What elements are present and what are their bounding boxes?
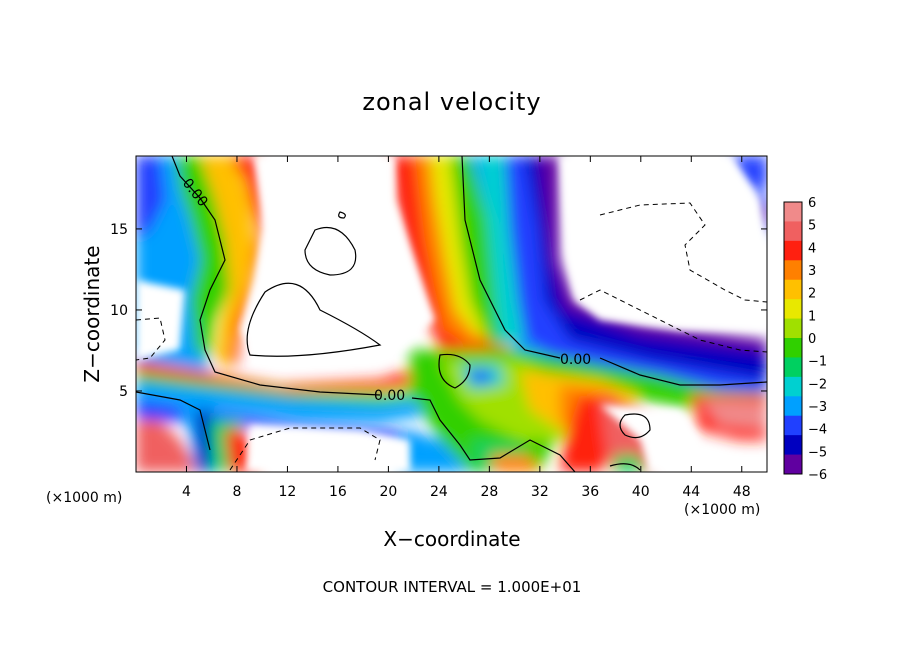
colorbar-swatch: [784, 221, 802, 242]
y-tick-label: 10: [110, 303, 128, 319]
x-tick-label: 4: [182, 484, 191, 500]
colorbar-swatch: [784, 338, 802, 358]
colorbar-swatch: [784, 202, 802, 222]
x-unit-label-right: (×1000 m): [684, 502, 761, 518]
contour-lines: [136, 156, 767, 472]
negative-contours: [136, 202, 767, 471]
colorbar-label: −5: [808, 445, 827, 460]
colorbar-swatch: [784, 454, 802, 475]
colorbar-label: 4: [808, 241, 816, 256]
colorbar-label: 5: [808, 219, 816, 234]
x-tick-label: 28: [480, 484, 498, 500]
colorbar: 6 5 4 3 2 1 0 −1 −2 −3 −4 −5 −6: [783, 196, 827, 483]
colorbar-label: 6: [808, 196, 816, 211]
x-axis-label: X−coordinate: [383, 527, 521, 551]
colorbar-label: 0: [808, 332, 816, 347]
x-unit-label-left: (×1000 m): [46, 490, 123, 506]
x-tick-label: 40: [632, 484, 650, 500]
color-field: [136, 156, 767, 472]
colorbar-swatch: [784, 279, 802, 300]
colorbar-label: 2: [808, 287, 816, 302]
colorbar-swatch: [784, 415, 802, 436]
x-tick-label: 24: [430, 484, 448, 500]
plot-frame: [135, 155, 768, 473]
colorbar-label: 3: [808, 264, 816, 279]
colorbar-swatch: [784, 357, 802, 378]
colorbar-label: 1: [808, 309, 816, 324]
colorbar-swatch: [784, 240, 802, 261]
contour-label: 0.00: [560, 352, 591, 368]
y-tick-label: 5: [119, 384, 128, 400]
y-tick-label: 15: [110, 222, 128, 238]
x-tick-label: 12: [279, 484, 297, 500]
colorbar-swatch: [784, 435, 802, 456]
colorbar-label: −3: [808, 400, 827, 415]
x-tick-label: 20: [379, 484, 397, 500]
colorbar-label: −4: [808, 423, 827, 438]
colorbar-swatch: [784, 260, 802, 281]
x-tick-label: 32: [531, 484, 549, 500]
colorbar-label: −2: [808, 377, 827, 392]
x-tick-label: 48: [733, 484, 751, 500]
colorbar-swatch: [784, 318, 802, 339]
x-tick-label: 16: [329, 484, 347, 500]
colorbar-label: −6: [808, 468, 827, 483]
y-axis-label: Z−coordinate: [80, 245, 104, 383]
colorbar-frame: [783, 201, 803, 475]
x-tick-label: 8: [232, 484, 241, 500]
chart-title: zonal velocity: [362, 88, 542, 116]
contour-label: 0.00: [374, 388, 405, 404]
colorbar-label: −1: [808, 355, 827, 370]
colorbar-swatch: [784, 396, 802, 417]
colorbar-swatch: [784, 299, 802, 320]
x-tick-label: 36: [581, 484, 599, 500]
colorbar-swatch: [784, 376, 802, 397]
contour-interval-note: CONTOUR INTERVAL = 1.000E+01: [322, 578, 582, 596]
x-tick-label: 44: [682, 484, 700, 500]
